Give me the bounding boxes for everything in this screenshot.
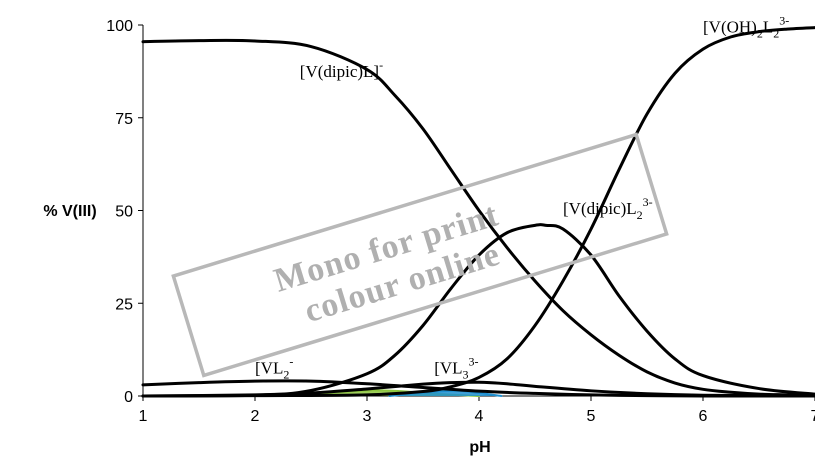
species-label-3: [VL2- [255, 355, 293, 382]
series-line-4 [141, 380, 815, 398]
x-tick-label: 1 [139, 408, 148, 425]
y-tick-label: 25 [115, 296, 133, 313]
series-line-2 [141, 223, 815, 398]
y-tick-label: 100 [106, 18, 133, 35]
x-tick-label: 3 [363, 408, 372, 425]
species-label-part: [V(OH) [703, 17, 757, 36]
species-label-part: [V(dipic)L [563, 199, 637, 218]
x-tick-label: 6 [699, 408, 708, 425]
species-label-part: [VL [255, 359, 283, 378]
species-label-1: [V(OH)2L23- [703, 13, 789, 40]
species-label-part: L [763, 17, 773, 36]
watermark-stamp: Mono for print colour online [171, 132, 669, 378]
species-label-part: [V(dipic)L] [300, 62, 379, 81]
ticks: 1 2 3 4 5 6 7 0 25 50 75 100 [106, 18, 815, 425]
watermark-border [171, 132, 669, 378]
y-tick-label: 0 [124, 389, 133, 406]
species-label-part: 2 [637, 208, 643, 222]
species-label-2: [V(dipic)L23- [563, 195, 653, 222]
x-tick-label: 5 [587, 408, 596, 425]
species-label-part: 2 [757, 26, 763, 40]
y-tick-label: 75 [115, 111, 133, 128]
species-label-part: 2 [773, 26, 779, 40]
series-layer [141, 26, 815, 398]
species-label-part: 3 [463, 368, 469, 382]
species-label-part: 3- [469, 355, 479, 369]
y-axis-title: % V(III) [43, 203, 96, 220]
x-tick-label: 4 [475, 408, 484, 425]
species-label-part: - [379, 58, 383, 72]
y-tick-label: 50 [115, 204, 133, 221]
species-label-part: 3- [643, 195, 653, 209]
species-label-part: [VL [434, 359, 462, 378]
x-axis-title: pH [469, 439, 490, 456]
series-fill-6 [389, 390, 502, 396]
x-tick-label: 7 [811, 408, 815, 425]
species-label-part: - [289, 355, 293, 369]
x-tick-label: 2 [251, 408, 260, 425]
series-line-1 [141, 26, 815, 398]
species-label-4: [VL33- [434, 355, 478, 382]
series-line-0 [141, 38, 815, 398]
species-label-part: 3- [779, 13, 789, 27]
species-labels: [V(dipic)L]-[V(OH)2L23-[V(dipic)L23-[VL2… [255, 13, 789, 381]
species-label-part: 2 [283, 368, 289, 382]
species-label-0: [V(dipic)L]- [300, 58, 383, 81]
